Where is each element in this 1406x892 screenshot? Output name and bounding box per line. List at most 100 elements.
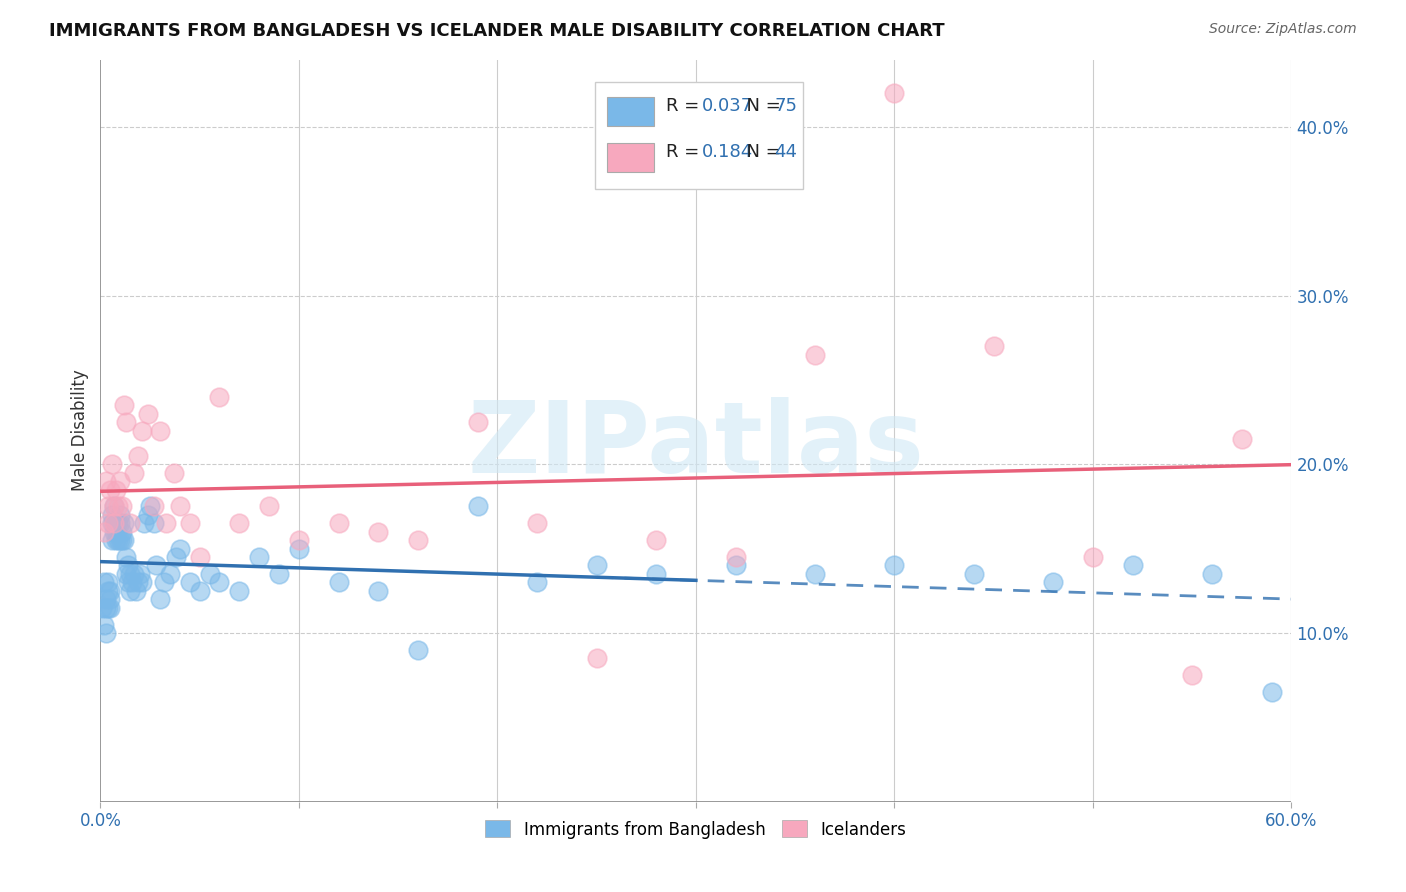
Point [108,508,131,522]
Point [1201,566,1223,581]
Point [1230,432,1253,446]
Point [93,524,115,539]
Point [585,558,607,573]
Point [149,592,172,607]
Point [406,642,429,657]
Point [136,407,159,421]
Point [267,566,290,581]
Point [1081,550,1104,565]
Text: R =: R = [666,97,706,115]
Point [108,533,131,548]
Point [103,524,125,539]
Point [96,474,118,488]
Point [115,566,138,581]
Point [131,575,153,590]
Point [96,592,118,607]
Point [112,533,135,548]
Point [122,466,145,480]
Y-axis label: Male Disability: Male Disability [72,369,89,491]
Point [963,566,986,581]
Point [288,541,311,556]
Point [179,516,201,531]
Point [367,524,389,539]
Point [198,566,221,581]
Point [228,516,250,531]
Point [288,533,311,548]
Bar [606,143,654,172]
Point [105,516,128,531]
Text: 44: 44 [775,144,797,161]
Point [97,575,120,590]
Point [247,550,270,565]
Point [367,583,389,598]
Point [155,516,177,531]
Point [96,600,118,615]
Point [121,575,143,590]
Point [112,398,135,412]
Point [93,575,115,590]
Point [120,516,142,531]
Point [103,500,125,514]
Point [467,500,489,514]
Point [129,566,152,581]
Text: Source: ZipAtlas.com: Source: ZipAtlas.com [1209,22,1357,37]
Point [208,575,231,590]
Point [117,558,139,573]
Point [105,524,128,539]
Point [169,500,191,514]
Point [93,617,115,632]
Point [103,516,125,531]
Point [97,500,120,514]
Point [97,600,120,615]
Point [328,516,350,531]
Point [120,583,142,598]
Point [97,583,120,598]
Point [98,483,121,497]
Point [101,516,124,531]
Point [153,575,176,590]
Point [169,541,191,556]
Point [179,575,201,590]
Point [107,500,129,514]
Point [127,449,149,463]
Point [228,583,250,598]
Point [101,508,124,522]
Point [111,524,134,539]
Point [804,566,827,581]
Text: 0.184: 0.184 [702,144,754,161]
Text: 0.037: 0.037 [702,97,754,115]
Point [117,575,139,590]
Point [645,533,668,548]
Point [98,592,121,607]
Point [883,558,905,573]
Point [108,516,131,531]
Point [149,424,172,438]
Point [257,500,280,514]
Text: 75: 75 [775,97,797,115]
Point [101,533,124,548]
Point [1181,668,1204,682]
Point [125,583,148,598]
Legend: Immigrants from Bangladesh, Icelanders: Immigrants from Bangladesh, Icelanders [479,814,912,846]
Point [188,583,211,598]
Point [97,516,120,531]
Point [526,516,548,531]
Text: ZIPatlas: ZIPatlas [467,397,924,494]
Point [132,516,155,531]
Point [142,516,165,531]
Point [91,600,114,615]
Bar [595,82,803,189]
Point [103,500,125,514]
Point [526,575,548,590]
Text: N =: N = [735,144,787,161]
Point [585,651,607,665]
Point [139,500,162,514]
Point [1260,685,1282,699]
Point [1122,558,1144,573]
Point [105,483,128,497]
Point [115,415,138,429]
Point [101,458,124,472]
Point [127,575,149,590]
Point [145,558,167,573]
Point [112,516,135,531]
